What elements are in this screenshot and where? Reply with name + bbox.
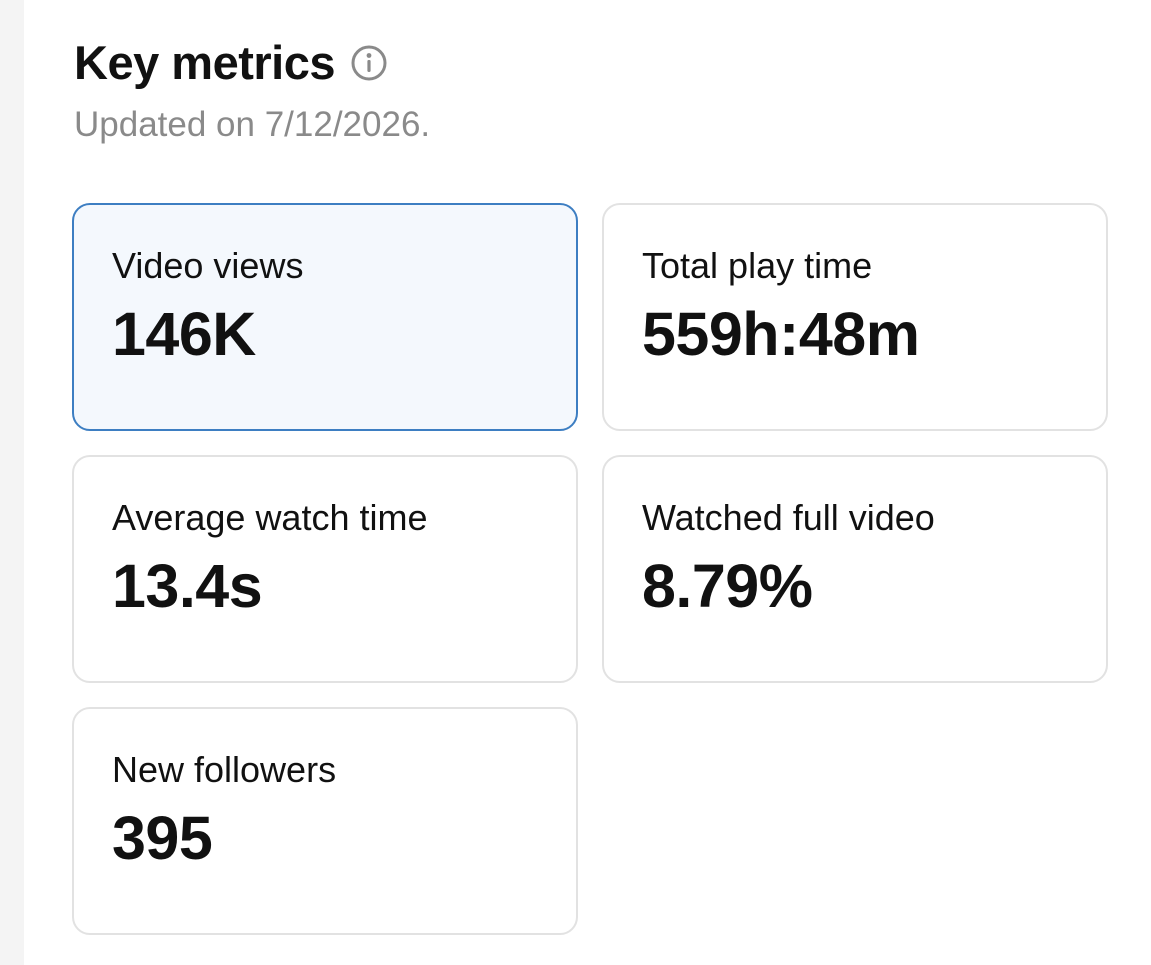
- metric-card-average-watch-time[interactable]: Average watch time 13.4s: [72, 455, 578, 683]
- info-icon[interactable]: [351, 45, 387, 81]
- metric-value: 8.79%: [642, 552, 813, 620]
- metric-label: Total play time: [642, 245, 873, 286]
- metric-card-watched-full-video[interactable]: Watched full video 8.79%: [602, 455, 1108, 683]
- updated-date: Updated on 7/12/2026.: [74, 105, 431, 144]
- metric-label: Video views: [112, 245, 304, 286]
- metric-value: 395: [112, 804, 213, 872]
- page-title: Key metrics: [74, 36, 336, 89]
- key-metrics-header: Key metrics Updated on 7/12/2026.: [74, 34, 1111, 146]
- metric-label: Average watch time: [112, 497, 428, 538]
- metric-value: 13.4s: [112, 552, 263, 620]
- metric-card-video-views[interactable]: Video views 146K: [72, 203, 578, 431]
- metric-label: Watched full video: [642, 497, 935, 538]
- metric-value: 559h:48m: [642, 300, 920, 368]
- metrics-grid: Video views 146K Total play time 559h:48…: [72, 203, 1108, 935]
- metric-value: 146K: [112, 300, 256, 368]
- metric-card-new-followers[interactable]: New followers 395: [72, 707, 578, 935]
- key-metrics-panel: Key metrics Updated on 7/12/2026. Video …: [24, 0, 1151, 965]
- metric-label: New followers: [112, 749, 337, 790]
- metric-card-total-play-time[interactable]: Total play time 559h:48m: [602, 203, 1108, 431]
- title-row: Key metrics: [74, 34, 1111, 92]
